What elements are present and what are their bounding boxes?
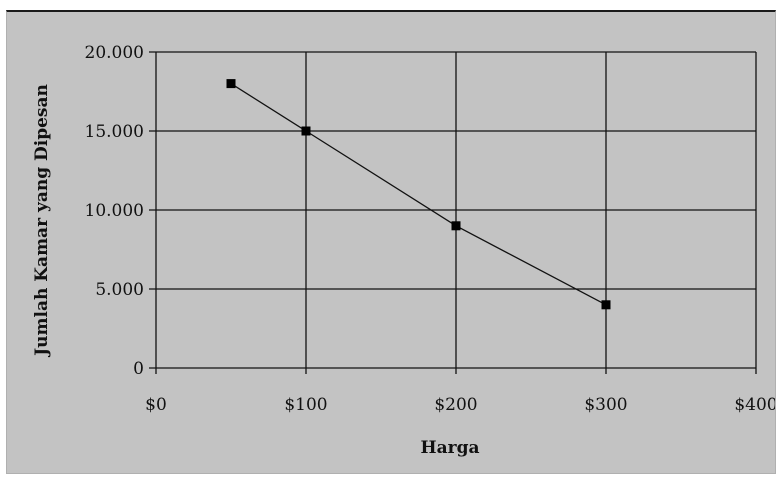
series-line — [230, 83, 607, 306]
chart-frame: 0 5.000 10.000 15.000 20.000 $0 $100 $200 $300 $… — [6, 10, 776, 474]
x-tick-label: $300 — [584, 395, 627, 415]
data-point-marker — [226, 79, 236, 89]
y-tick-label: 10.000 — [85, 201, 144, 221]
y-tick-label: 0 — [133, 359, 144, 379]
series-layer — [226, 79, 611, 310]
y-tick-label: 5.000 — [95, 280, 144, 300]
y-axis-title: Jumlah Kamar yang Dipesan — [32, 84, 52, 358]
x-tick-label: $400 — [734, 395, 775, 415]
x-tick-label: $200 — [434, 395, 477, 415]
x-axis-ticks: $0 $100 $200 $300 $400 — [145, 395, 775, 415]
x-tick-label: $0 — [145, 395, 167, 415]
x-axis-title: Harga — [421, 438, 480, 458]
grid-lines — [149, 51, 757, 374]
data-point-marker — [451, 221, 461, 231]
y-tick-label: 15.000 — [85, 122, 144, 142]
y-tick-label: 20.000 — [85, 43, 144, 63]
y-axis-ticks: 0 5.000 10.000 15.000 20.000 — [85, 43, 144, 379]
data-point-marker — [301, 126, 311, 136]
data-point-marker — [601, 300, 611, 310]
x-tick-label: $100 — [284, 395, 327, 415]
